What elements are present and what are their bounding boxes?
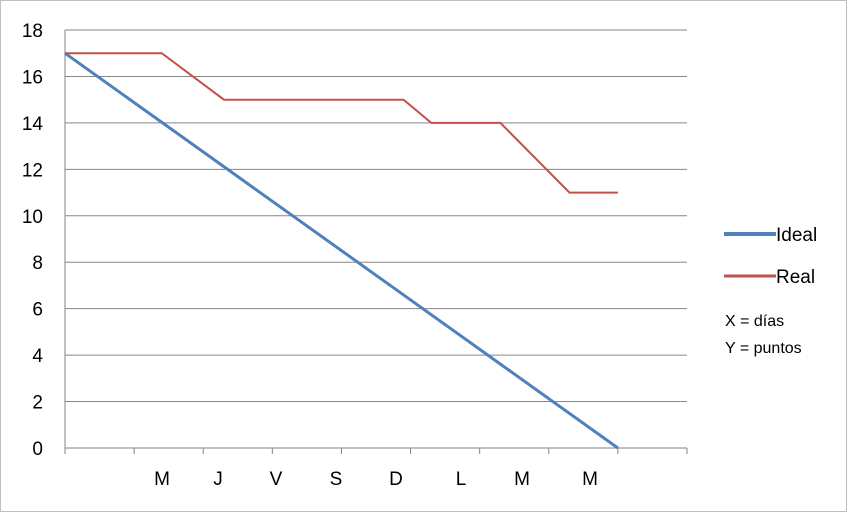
y-tick-label-14: 14 (22, 114, 44, 135)
y-tick-label-2: 2 (32, 393, 43, 414)
x-tick-label-3: V (270, 469, 283, 490)
y-tick-label-18: 18 (22, 21, 43, 42)
x-tick-label-4: S (330, 469, 343, 490)
y-axis-note: Y = puntos (725, 340, 802, 357)
y-tick-label-12: 12 (22, 160, 43, 181)
y-tick-label-0: 0 (32, 439, 43, 460)
y-tick-label-8: 8 (32, 253, 43, 274)
x-tick-label-8: M (582, 469, 598, 490)
y-tick-label-4: 4 (32, 346, 43, 367)
y-tick-label-16: 16 (22, 67, 43, 88)
series-line-ideal (64, 51, 619, 450)
x-tick-label-1: M (154, 469, 170, 490)
legend-label-ideal: Ideal (776, 225, 817, 246)
legend-label-real: Real (776, 267, 815, 288)
x-tick-label-5: D (389, 469, 403, 490)
y-tick-label-10: 10 (22, 207, 43, 228)
series-line-real (65, 52, 618, 194)
x-tick-label-2: J (213, 469, 223, 490)
x-axis-note: X = días (725, 313, 785, 330)
y-tick-label-6: 6 (32, 300, 43, 321)
x-tick-label-6: L (456, 469, 467, 490)
x-tick-label-7: M (514, 469, 530, 490)
